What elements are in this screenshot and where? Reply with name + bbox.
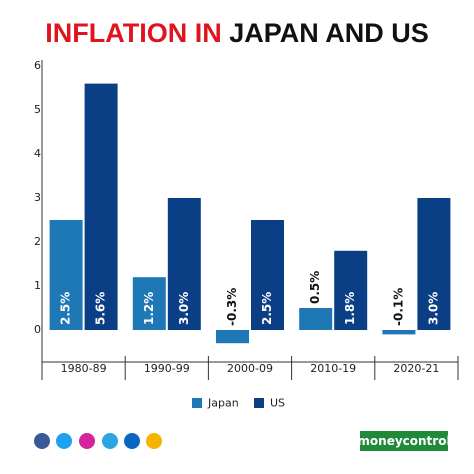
bar <box>334 250 368 330</box>
value-label: -0.1% <box>391 288 405 326</box>
legend-label: US <box>270 397 285 410</box>
value-label: 2.5% <box>59 292 73 325</box>
social-icons <box>34 433 162 449</box>
legend-label: Japan <box>207 397 239 410</box>
value-label: 1.2% <box>142 292 156 325</box>
chart-title: INFLATION IN JAPAN AND US <box>45 18 429 48</box>
title-highlight: INFLATION IN <box>45 18 221 48</box>
value-label: 1.8% <box>343 292 357 325</box>
legend-swatch <box>254 398 264 408</box>
bar <box>132 277 166 330</box>
legend-swatch <box>192 398 202 408</box>
brand: moneycontrol <box>357 434 450 448</box>
bar <box>251 220 284 330</box>
y-tick-label: 6 <box>34 59 41 72</box>
value-label: 3.0% <box>177 292 191 325</box>
value-label: 3.0% <box>426 292 440 325</box>
bar <box>299 308 333 330</box>
value-label: -0.3% <box>225 288 239 326</box>
y-tick-label: 0 <box>34 323 41 336</box>
y-tick-label: 5 <box>34 103 41 116</box>
bar <box>167 198 201 330</box>
bar <box>216 330 249 344</box>
x-tick-label: 2000-09 <box>227 362 273 375</box>
x-tick-label: 2020-21 <box>393 362 439 375</box>
bar <box>84 83 118 330</box>
y-tick-label: 2 <box>34 235 41 248</box>
y-tick-label: 4 <box>34 147 41 160</box>
bar <box>382 330 416 335</box>
x-tick-label: 1980-89 <box>61 362 107 375</box>
value-label: 5.6% <box>94 292 108 325</box>
title-rest: JAPAN AND US <box>229 18 429 48</box>
x-tick-label: 2010-19 <box>310 362 356 375</box>
y-tick-label: 3 <box>34 191 41 204</box>
value-label: 0.5% <box>308 271 322 304</box>
bar <box>49 220 83 330</box>
bar <box>417 198 451 330</box>
y-tick-label: 1 <box>34 279 41 292</box>
value-label: 2.5% <box>260 292 274 325</box>
x-tick-label: 1990-99 <box>144 362 190 375</box>
brand-box <box>360 431 448 451</box>
